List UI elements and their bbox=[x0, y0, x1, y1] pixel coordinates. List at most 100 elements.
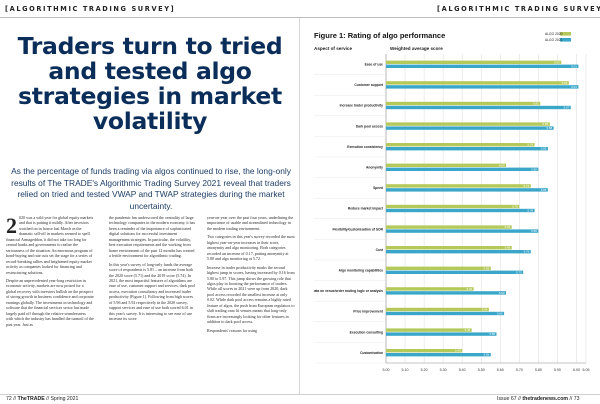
bar bbox=[386, 291, 506, 295]
footer-publication: TheTRADE bbox=[17, 396, 45, 402]
article-standfirst: As the percentage of funds trading via a… bbox=[11, 166, 291, 211]
bar-value-label: 5.97 bbox=[564, 106, 570, 110]
category-label: Speed bbox=[373, 186, 383, 190]
bar bbox=[386, 266, 491, 270]
bar-value-label: 5.70 bbox=[512, 205, 518, 209]
category-label: Data on venue/order routing logic or ana… bbox=[314, 289, 383, 293]
footer-separator: // bbox=[46, 396, 50, 402]
bar bbox=[386, 167, 539, 171]
page-footer: 72 // TheTRADE // Spring 2021 Issue 67 /… bbox=[0, 394, 600, 404]
legend-label: ALGO 2021 bbox=[545, 38, 563, 42]
chart-title: Figure 1: Rating of algo performance bbox=[314, 31, 445, 40]
bar-value-label: 5.66 bbox=[505, 225, 511, 229]
bar bbox=[386, 122, 550, 126]
bar bbox=[386, 332, 497, 336]
page-spine bbox=[299, 18, 300, 394]
category-label: Customer support bbox=[354, 83, 383, 87]
article-headline: Traders turn to tried and tested algo st… bbox=[17, 32, 283, 135]
bar bbox=[386, 143, 535, 147]
x-tick-label: 5.60 bbox=[497, 368, 504, 372]
bar-value-label: 5.54 bbox=[482, 308, 488, 312]
footer-page-number: 72 bbox=[6, 396, 12, 402]
legend-swatch bbox=[560, 38, 571, 42]
bar-value-label: 5.85 bbox=[541, 147, 547, 151]
bar bbox=[386, 246, 512, 250]
bar-value-label: 5.63 bbox=[499, 163, 505, 167]
footer-separator: // bbox=[518, 396, 521, 402]
bar bbox=[386, 225, 512, 229]
x-tick-label: 5.80 bbox=[535, 368, 542, 372]
body-column-1: 2 020 was a wild year for global equity … bbox=[6, 215, 94, 391]
x-tick-label: 6.00 bbox=[573, 368, 580, 372]
category-label: Flexibility/customisation of SOR bbox=[332, 227, 383, 231]
bar bbox=[386, 64, 579, 68]
bar bbox=[386, 81, 569, 85]
bar-value-label: 5.46 bbox=[466, 287, 472, 291]
top-rule bbox=[0, 17, 600, 18]
x-tick-label: 5.70 bbox=[516, 368, 523, 372]
body-paragraph: Increase in trader productivity marks th… bbox=[207, 264, 295, 325]
bar-value-label: 5.76 bbox=[524, 250, 530, 254]
value-axis-header: Weighted average score bbox=[390, 46, 443, 51]
category-label: Execution consistency bbox=[347, 145, 383, 149]
section-kicker-right: [ALGORITHMIC TRADING SURVEY] bbox=[437, 5, 600, 13]
bar-value-label: 5.62 bbox=[497, 312, 503, 316]
legend-label: ALGO 2020 bbox=[545, 32, 563, 36]
category-label: Cost bbox=[376, 248, 384, 252]
category-label: Price improvement bbox=[353, 310, 384, 314]
bar-value-label: 5.63 bbox=[499, 291, 505, 295]
bar bbox=[386, 188, 548, 192]
bar bbox=[386, 353, 491, 357]
bar bbox=[386, 349, 463, 353]
bar bbox=[386, 101, 541, 106]
bar bbox=[386, 204, 520, 209]
category-label: Execution consulting bbox=[350, 330, 383, 334]
bar-value-label: 5.81 bbox=[533, 102, 539, 106]
x-tick-label: 5.40 bbox=[459, 368, 466, 372]
bar-value-label: 5.66 bbox=[505, 246, 511, 250]
body-column-3: year-on-year over the past four years, u… bbox=[207, 215, 295, 391]
section-kicker-left: [ALGORITHMIC TRADING SURVEY] bbox=[5, 5, 176, 13]
bar-value-label: 5.58 bbox=[489, 332, 495, 336]
footer-page-number: 73 bbox=[573, 396, 580, 402]
footer-left: 72 // TheTRADE // Spring 2021 bbox=[6, 396, 78, 402]
footer-issue: Spring 2021 bbox=[50, 396, 79, 402]
category-label: Increase trader productivity bbox=[340, 104, 384, 108]
body-column-2: the pandemic has underscored the central… bbox=[109, 215, 197, 391]
body-paragraph: In this year's survey of long-only funds… bbox=[109, 261, 196, 322]
bar-value-label: 5.78 bbox=[527, 209, 533, 213]
bar bbox=[386, 126, 554, 130]
body-paragraph: year-on-year over the past four years, u… bbox=[207, 215, 294, 231]
bar bbox=[386, 328, 472, 332]
bar-value-label: 5.45 bbox=[465, 328, 471, 332]
drop-cap: 2 bbox=[6, 215, 17, 238]
body-paragraph: Respondents' reasons for using bbox=[207, 327, 258, 333]
category-axis-header: Aspect of service bbox=[314, 46, 352, 51]
x-tick-label: 6.05 bbox=[583, 368, 590, 372]
legend-swatch bbox=[560, 32, 571, 36]
bar-value-label: 5.88 bbox=[546, 126, 552, 130]
body-paragraph: 020 was a wild year for global equity ma… bbox=[6, 215, 94, 275]
footer-website: thetradenews.com bbox=[522, 396, 568, 402]
footer-right: Issue 67 // thetradenews.com // 73 bbox=[497, 396, 580, 402]
footer-issue: Issue 67 bbox=[497, 396, 517, 402]
bar-value-label: 5.55 bbox=[484, 353, 490, 357]
bar bbox=[386, 229, 539, 233]
x-tick-label: 5.90 bbox=[554, 368, 561, 372]
bar-value-label: 5.55 bbox=[484, 266, 490, 270]
x-tick-label: 5.10 bbox=[402, 368, 409, 372]
x-tick-label: 5.20 bbox=[421, 368, 428, 372]
bar bbox=[386, 60, 562, 64]
bar-value-label: 5.85 bbox=[541, 188, 547, 192]
x-tick-label: 5.30 bbox=[440, 368, 447, 372]
figure-1-chart: Figure 1: Rating of algo performance Aspe… bbox=[314, 31, 590, 372]
body-paragraph: the pandemic has underscored the central… bbox=[109, 215, 196, 259]
bar bbox=[386, 287, 474, 291]
bar bbox=[386, 311, 505, 316]
bar bbox=[386, 85, 579, 89]
bar-value-label: 6.01 bbox=[571, 85, 577, 89]
bar bbox=[386, 147, 548, 151]
bar bbox=[386, 184, 531, 188]
bar-value-label: 5.40 bbox=[455, 349, 461, 353]
x-tick-label: 5.00 bbox=[383, 368, 390, 372]
